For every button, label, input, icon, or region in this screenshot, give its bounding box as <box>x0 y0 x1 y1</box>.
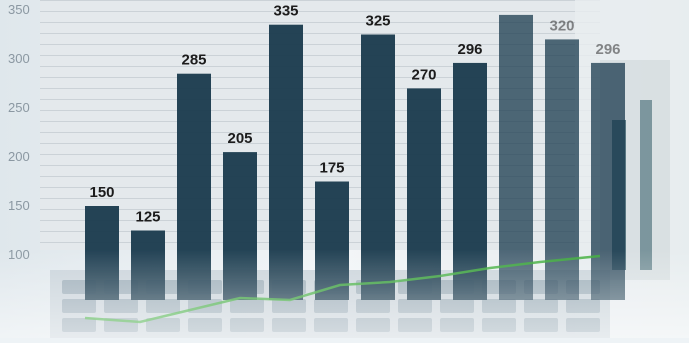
y-tick-label: 250 <box>8 100 30 115</box>
bar-data-label: 175 <box>319 160 344 177</box>
foreground-haze <box>0 250 689 338</box>
bar-data-label: 296 <box>457 41 482 58</box>
bar-data-label: 205 <box>227 130 252 147</box>
bar-data-label: 270 <box>411 66 436 83</box>
y-tick-label: 150 <box>8 198 30 213</box>
bar-data-label: 125 <box>135 209 160 226</box>
bar-data-label: 150 <box>89 184 114 201</box>
y-axis-ticks: 100150200250300350 <box>8 2 30 262</box>
bar-data-label: 325 <box>365 13 390 30</box>
pen-holder-mesh <box>640 100 652 270</box>
y-tick-label: 200 <box>8 149 30 164</box>
y-tick-label: 300 <box>8 51 30 66</box>
bar-data-label: 320 <box>549 17 574 34</box>
bar-data-label: 335 <box>273 3 298 20</box>
y-tick-label: 350 <box>8 2 30 17</box>
bar-data-label: 285 <box>181 52 206 69</box>
bar-data-label: 296 <box>595 41 620 58</box>
bar-labels: 150 125 285 205 335 175 325 270 296 320 296 <box>89 3 620 226</box>
